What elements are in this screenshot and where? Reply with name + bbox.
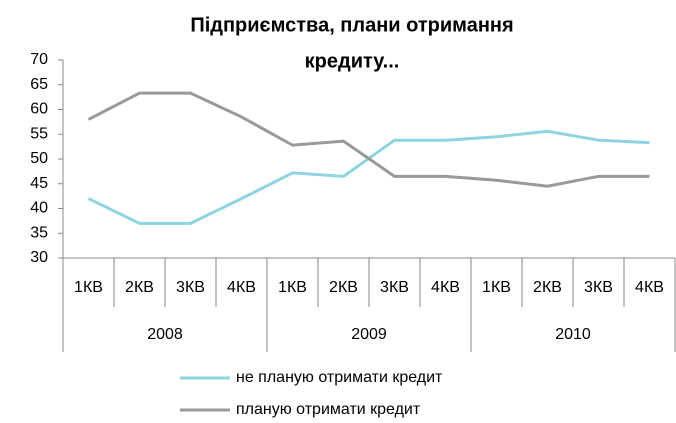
y-tick-label: 35	[30, 224, 48, 241]
y-tick-label: 30	[30, 249, 48, 266]
x-tick-label: 3КВ	[176, 279, 205, 296]
series-line	[87, 91, 650, 188]
x-tick-label: 1КВ	[482, 279, 511, 296]
chart-title: кредиту...	[305, 50, 400, 72]
x-tick-label: 3КВ	[380, 279, 409, 296]
legend-label: не планую отримати кредит	[236, 369, 443, 386]
series-line	[87, 129, 650, 225]
x-tick-label: 4КВ	[635, 279, 664, 296]
x-group-label: 2009	[351, 326, 387, 343]
y-tick-label: 65	[30, 76, 48, 93]
y-tick-label: 40	[30, 200, 48, 217]
x-tick-label: 3КВ	[584, 279, 613, 296]
y-tick-label: 45	[30, 175, 48, 192]
x-tick-label: 1КВ	[278, 279, 307, 296]
x-group-label: 2010	[555, 326, 591, 343]
y-tick-label: 50	[30, 150, 48, 167]
x-tick-label: 4КВ	[227, 279, 256, 296]
x-group-label: 2008	[147, 326, 183, 343]
legend-label: планую отримати кредит	[236, 401, 421, 418]
x-tick-label: 2КВ	[533, 279, 562, 296]
y-tick-label: 55	[30, 125, 48, 142]
y-tick-label: 60	[30, 101, 48, 118]
x-tick-label: 2КВ	[125, 279, 154, 296]
x-tick-label: 2КВ	[329, 279, 358, 296]
y-tick-label: 70	[30, 51, 48, 68]
x-tick-label: 1КВ	[74, 279, 103, 296]
x-tick-label: 4КВ	[431, 279, 460, 296]
chart-title: Підприємства, плани отримання	[190, 14, 513, 36]
